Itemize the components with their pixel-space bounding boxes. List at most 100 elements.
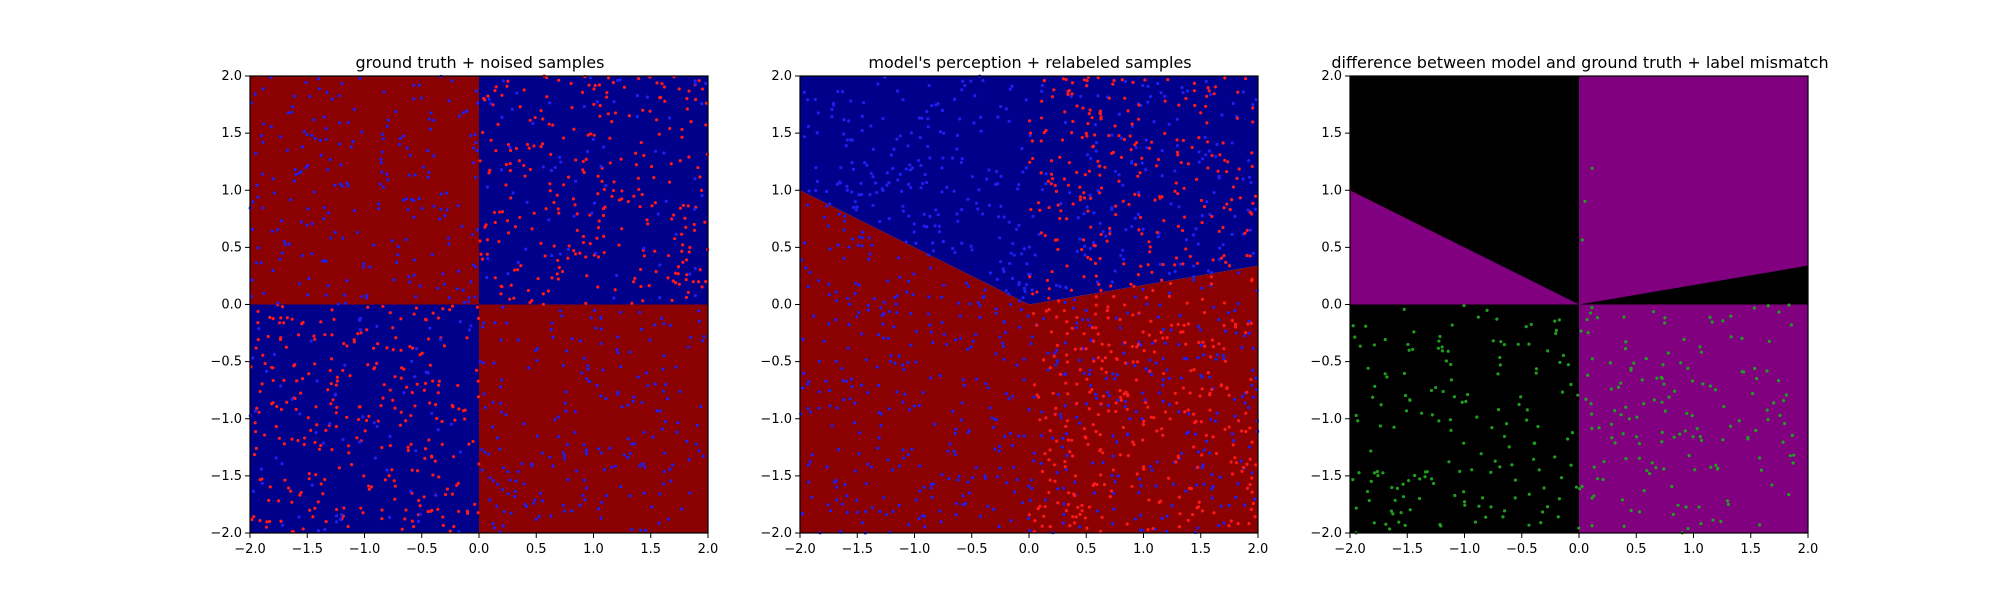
data-point — [573, 203, 577, 207]
data-point — [1092, 133, 1097, 137]
data-point — [558, 155, 562, 159]
data-point — [505, 219, 510, 223]
data-point — [477, 462, 481, 466]
data-point — [443, 214, 447, 218]
data-point — [1401, 495, 1406, 499]
data-point — [430, 508, 434, 512]
data-point — [331, 398, 335, 402]
data-point — [1126, 453, 1130, 458]
data-point — [372, 421, 376, 425]
data-point — [1693, 468, 1697, 472]
data-point — [1570, 431, 1575, 435]
data-point — [875, 365, 879, 369]
data-point — [1098, 529, 1103, 533]
data-point — [666, 276, 670, 280]
data-point — [840, 366, 844, 371]
data-point — [1195, 177, 1199, 182]
data-point — [1589, 311, 1593, 315]
data-point — [699, 404, 703, 409]
data-point — [1056, 247, 1060, 252]
data-point — [826, 503, 830, 507]
data-point — [343, 301, 347, 305]
data-point — [300, 322, 304, 326]
data-point — [886, 336, 891, 340]
data-point — [556, 277, 560, 281]
data-point — [1140, 161, 1144, 165]
data-point — [1389, 509, 1394, 513]
data-point — [882, 496, 886, 500]
data-point — [406, 208, 410, 212]
data-point — [581, 493, 585, 498]
data-point — [343, 363, 347, 367]
data-point — [666, 517, 671, 521]
data-point — [840, 90, 845, 94]
data-point — [1109, 284, 1113, 288]
data-point — [1243, 77, 1248, 81]
data-point — [611, 188, 616, 193]
data-point — [940, 108, 945, 113]
data-point — [414, 294, 418, 299]
data-point — [439, 192, 443, 196]
data-point — [582, 443, 586, 447]
data-point — [307, 372, 311, 376]
data-point — [1590, 524, 1594, 528]
data-point — [535, 346, 539, 351]
data-point — [616, 390, 620, 394]
data-point — [1621, 432, 1625, 436]
data-point — [827, 282, 831, 286]
data-point — [1204, 79, 1208, 83]
data-point — [1218, 153, 1222, 157]
data-point — [323, 477, 327, 482]
data-point — [1434, 385, 1438, 390]
data-point — [313, 440, 317, 445]
data-point — [662, 354, 666, 358]
data-point — [1671, 512, 1675, 516]
data-point — [1148, 94, 1153, 99]
data-point — [1082, 332, 1086, 336]
data-point — [1236, 271, 1241, 275]
data-point — [693, 293, 697, 298]
data-point — [896, 89, 900, 93]
data-point — [1115, 440, 1119, 444]
data-point — [1094, 396, 1099, 400]
data-point — [1100, 515, 1104, 519]
data-point — [871, 203, 875, 207]
data-point — [274, 424, 278, 429]
data-point — [451, 455, 456, 459]
data-point — [562, 509, 567, 513]
data-point — [1065, 419, 1070, 423]
data-point — [414, 306, 419, 310]
data-point — [1156, 157, 1161, 162]
data-point — [437, 383, 441, 387]
data-point — [666, 397, 670, 401]
data-point — [808, 270, 812, 275]
data-point — [418, 284, 423, 288]
data-point — [495, 436, 500, 440]
data-point — [1136, 212, 1141, 216]
data-point — [1227, 524, 1231, 528]
data-point — [410, 468, 414, 472]
data-point — [361, 415, 365, 419]
data-point — [668, 467, 672, 472]
data-point — [619, 157, 623, 161]
data-point — [544, 75, 549, 80]
data-point — [932, 482, 936, 486]
data-point — [465, 110, 469, 114]
data-point — [1075, 104, 1079, 108]
data-point — [479, 252, 483, 256]
data-point — [1196, 356, 1200, 360]
data-point — [1022, 286, 1027, 290]
data-point — [1357, 471, 1361, 475]
data-point — [937, 224, 942, 228]
data-point — [1381, 471, 1385, 475]
data-point — [687, 250, 691, 254]
data-point — [1062, 177, 1067, 181]
data-point — [1176, 454, 1180, 458]
data-point — [541, 292, 545, 296]
data-point — [409, 197, 414, 201]
data-point — [1721, 319, 1725, 323]
data-point — [940, 166, 944, 170]
data-point — [1129, 148, 1133, 152]
data-point — [1156, 81, 1160, 86]
data-point — [1038, 418, 1042, 422]
